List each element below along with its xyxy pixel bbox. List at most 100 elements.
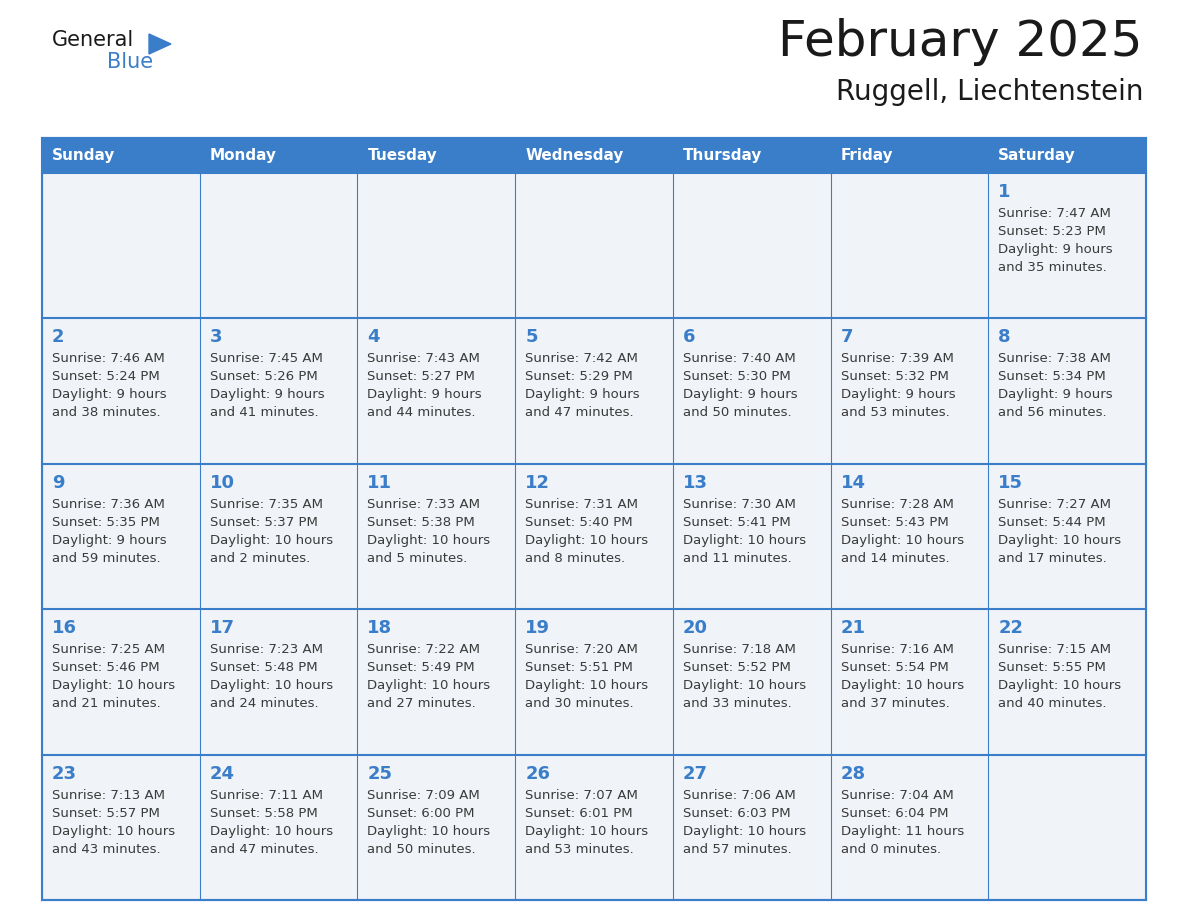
Bar: [200, 319, 358, 464]
Text: Sunset: 5:32 PM: Sunset: 5:32 PM: [841, 370, 948, 384]
Text: Sunrise: 7:09 AM: Sunrise: 7:09 AM: [367, 789, 480, 801]
Text: Daylight: 10 hours: Daylight: 10 hours: [52, 679, 175, 692]
Text: Sunrise: 7:28 AM: Sunrise: 7:28 AM: [841, 498, 954, 510]
Text: 9: 9: [52, 474, 64, 492]
Bar: [200, 464, 358, 610]
Text: Sunset: 5:57 PM: Sunset: 5:57 PM: [52, 807, 160, 820]
Text: 1: 1: [998, 183, 1011, 201]
Text: 22: 22: [998, 620, 1023, 637]
Text: and 8 minutes.: and 8 minutes.: [525, 552, 625, 565]
Text: February 2025: February 2025: [778, 18, 1143, 66]
Bar: [42, 610, 200, 755]
Bar: [672, 755, 830, 900]
Bar: [988, 464, 1146, 610]
Bar: [830, 138, 988, 173]
Text: and 41 minutes.: and 41 minutes.: [210, 407, 318, 420]
Text: Daylight: 9 hours: Daylight: 9 hours: [52, 388, 166, 401]
Text: Daylight: 10 hours: Daylight: 10 hours: [683, 824, 805, 837]
Text: Sunset: 5:23 PM: Sunset: 5:23 PM: [998, 225, 1106, 238]
Text: Daylight: 9 hours: Daylight: 9 hours: [998, 388, 1113, 401]
Text: Sunrise: 7:38 AM: Sunrise: 7:38 AM: [998, 353, 1111, 365]
Text: Sunrise: 7:06 AM: Sunrise: 7:06 AM: [683, 789, 796, 801]
Text: Sunset: 6:00 PM: Sunset: 6:00 PM: [367, 807, 475, 820]
Text: Sunset: 5:41 PM: Sunset: 5:41 PM: [683, 516, 790, 529]
Bar: [830, 464, 988, 610]
Text: Sunrise: 7:18 AM: Sunrise: 7:18 AM: [683, 644, 796, 656]
Text: 8: 8: [998, 329, 1011, 346]
Text: 4: 4: [367, 329, 380, 346]
Text: Sunrise: 7:35 AM: Sunrise: 7:35 AM: [210, 498, 323, 510]
Text: Sunset: 5:55 PM: Sunset: 5:55 PM: [998, 661, 1106, 674]
Text: and 57 minutes.: and 57 minutes.: [683, 843, 791, 856]
Text: Daylight: 10 hours: Daylight: 10 hours: [841, 533, 963, 547]
Text: Daylight: 10 hours: Daylight: 10 hours: [525, 824, 649, 837]
Text: Sunset: 5:46 PM: Sunset: 5:46 PM: [52, 661, 159, 674]
Text: and 50 minutes.: and 50 minutes.: [683, 407, 791, 420]
Text: Daylight: 10 hours: Daylight: 10 hours: [210, 824, 333, 837]
Text: 18: 18: [367, 620, 392, 637]
Text: Sunrise: 7:46 AM: Sunrise: 7:46 AM: [52, 353, 165, 365]
Text: 13: 13: [683, 474, 708, 492]
Text: Daylight: 10 hours: Daylight: 10 hours: [367, 679, 491, 692]
Text: and 56 minutes.: and 56 minutes.: [998, 407, 1107, 420]
Text: and 40 minutes.: and 40 minutes.: [998, 697, 1107, 711]
Bar: [672, 319, 830, 464]
Bar: [830, 610, 988, 755]
Bar: [672, 173, 830, 319]
Text: General: General: [52, 30, 134, 50]
Text: Sunrise: 7:07 AM: Sunrise: 7:07 AM: [525, 789, 638, 801]
Text: Friday: Friday: [841, 148, 893, 163]
Bar: [516, 138, 672, 173]
Text: Sunday: Sunday: [52, 148, 115, 163]
Text: Sunrise: 7:13 AM: Sunrise: 7:13 AM: [52, 789, 165, 801]
Polygon shape: [148, 34, 171, 54]
Text: Sunrise: 7:04 AM: Sunrise: 7:04 AM: [841, 789, 953, 801]
Text: and 37 minutes.: and 37 minutes.: [841, 697, 949, 711]
Text: 25: 25: [367, 765, 392, 783]
Text: Daylight: 9 hours: Daylight: 9 hours: [52, 533, 166, 547]
Bar: [988, 610, 1146, 755]
Text: 14: 14: [841, 474, 866, 492]
Text: Blue: Blue: [107, 52, 153, 72]
Text: and 47 minutes.: and 47 minutes.: [525, 407, 633, 420]
Text: Sunset: 5:40 PM: Sunset: 5:40 PM: [525, 516, 633, 529]
Bar: [516, 173, 672, 319]
Bar: [358, 755, 516, 900]
Text: Daylight: 10 hours: Daylight: 10 hours: [210, 679, 333, 692]
Bar: [358, 464, 516, 610]
Text: and 50 minutes.: and 50 minutes.: [367, 843, 476, 856]
Text: Sunset: 5:48 PM: Sunset: 5:48 PM: [210, 661, 317, 674]
Text: Sunrise: 7:31 AM: Sunrise: 7:31 AM: [525, 498, 638, 510]
Text: Sunset: 5:29 PM: Sunset: 5:29 PM: [525, 370, 633, 384]
Bar: [42, 173, 200, 319]
Text: Daylight: 10 hours: Daylight: 10 hours: [683, 533, 805, 547]
Text: and 2 minutes.: and 2 minutes.: [210, 552, 310, 565]
Text: Thursday: Thursday: [683, 148, 763, 163]
Text: Sunset: 5:34 PM: Sunset: 5:34 PM: [998, 370, 1106, 384]
Text: Sunset: 5:38 PM: Sunset: 5:38 PM: [367, 516, 475, 529]
Text: and 30 minutes.: and 30 minutes.: [525, 697, 633, 711]
Bar: [988, 173, 1146, 319]
Text: Daylight: 9 hours: Daylight: 9 hours: [210, 388, 324, 401]
Text: Sunset: 5:43 PM: Sunset: 5:43 PM: [841, 516, 948, 529]
Text: and 17 minutes.: and 17 minutes.: [998, 552, 1107, 565]
Bar: [42, 138, 1146, 900]
Text: Sunset: 5:27 PM: Sunset: 5:27 PM: [367, 370, 475, 384]
Bar: [988, 755, 1146, 900]
Text: 20: 20: [683, 620, 708, 637]
Text: Daylight: 10 hours: Daylight: 10 hours: [367, 824, 491, 837]
Text: Wednesday: Wednesday: [525, 148, 624, 163]
Text: and 11 minutes.: and 11 minutes.: [683, 552, 791, 565]
Text: Sunrise: 7:15 AM: Sunrise: 7:15 AM: [998, 644, 1111, 656]
Text: Monday: Monday: [210, 148, 277, 163]
Text: 16: 16: [52, 620, 77, 637]
Bar: [358, 173, 516, 319]
Text: Daylight: 10 hours: Daylight: 10 hours: [210, 533, 333, 547]
Text: and 35 minutes.: and 35 minutes.: [998, 261, 1107, 274]
Text: Sunrise: 7:22 AM: Sunrise: 7:22 AM: [367, 644, 480, 656]
Text: Daylight: 10 hours: Daylight: 10 hours: [683, 679, 805, 692]
Text: and 38 minutes.: and 38 minutes.: [52, 407, 160, 420]
Text: Sunrise: 7:27 AM: Sunrise: 7:27 AM: [998, 498, 1111, 510]
Bar: [672, 610, 830, 755]
Text: Sunrise: 7:40 AM: Sunrise: 7:40 AM: [683, 353, 796, 365]
